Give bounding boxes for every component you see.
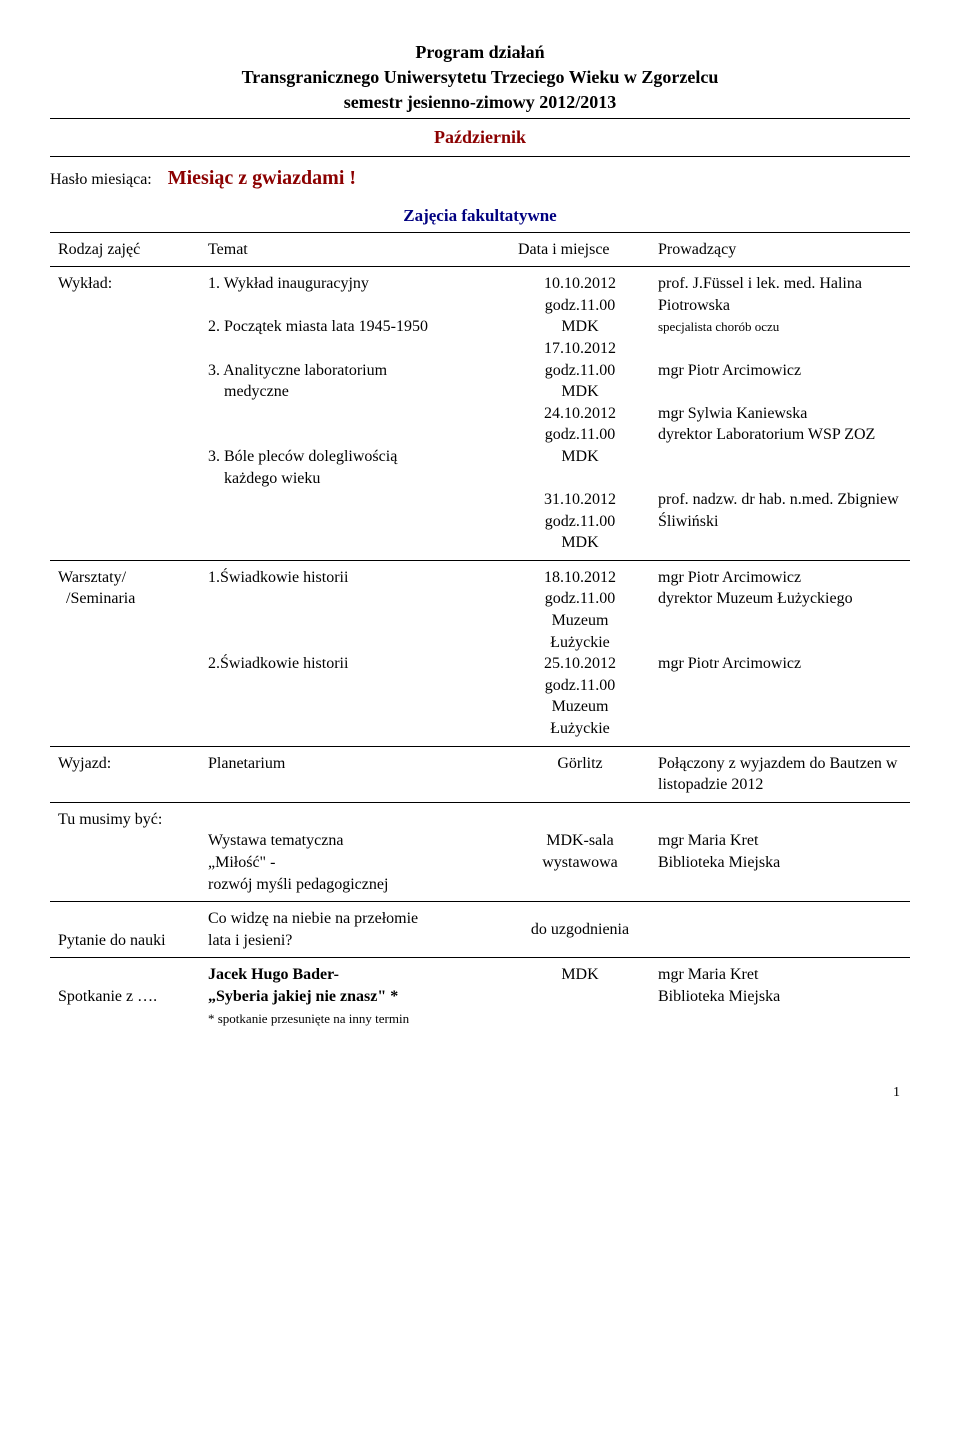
warsztaty-place-1b: Łużyckie: [550, 634, 610, 651]
warsztaty-label-1: Warsztaty/: [58, 569, 126, 586]
wyklad-date-2: 17.10.2012: [544, 340, 616, 357]
wyklad-time-3: godz.11.00: [545, 426, 616, 443]
wyklad-topic-3a: 3. Analityczne laboratorium: [208, 362, 387, 379]
wyklad-prow: prof. J.Füssel i lek. med. Halina Piotro…: [650, 267, 910, 561]
wyklad-row: Wykład: 1. Wykład inauguracyjny 2. Począ…: [50, 267, 910, 561]
spotkanie-prow: mgr Maria Kret Biblioteka Miejska: [650, 958, 910, 1035]
col-prowadzacy: Prowadzący: [650, 232, 910, 267]
warsztaty-time-2: godz.11.00: [545, 677, 616, 694]
header-line1: Program działań: [415, 42, 544, 62]
warsztaty-prow-2: mgr Piotr Arcimowicz: [658, 655, 801, 672]
warsztaty-label-2: /Seminaria: [58, 590, 135, 607]
wyklad-label: Wykład:: [50, 267, 200, 561]
header-line3: semestr jesienno-zimowy 2012/2013: [344, 92, 617, 112]
warsztaty-place-1a: Muzeum: [552, 612, 609, 629]
header-row: Rodzaj zajęć Temat Data i miejsce Prowad…: [50, 232, 910, 267]
col-data: Data i miejsce: [510, 232, 650, 267]
tumusimy-prow-1: mgr Maria Kret: [658, 832, 758, 849]
tumusimy-label: Tu musimy być:: [50, 802, 200, 901]
wyklad-prow-4: prof. nadzw. dr hab. n.med. Zbigniew Śli…: [658, 491, 899, 530]
spotkanie-topic-1: Jacek Hugo Bader-: [208, 966, 339, 983]
wyklad-topic-3b: medyczne: [208, 383, 289, 400]
tumusimy-row: Tu musimy być: Wystawa tematyczna „Miłoś…: [50, 802, 910, 901]
wyklad-prow-3a: mgr Sylwia Kaniewska: [658, 405, 807, 422]
spotkanie-topic-2: „Syberia jakiej nie znasz" *: [208, 988, 398, 1005]
pytanie-label: Pytanie do nauki: [50, 902, 200, 958]
warsztaty-time-1: godz.11.00: [545, 590, 616, 607]
spotkanie-label: Spotkanie z ….: [50, 958, 200, 1035]
haslo-row: Hasło miesiąca: Miesiąc z gwiazdami !: [50, 157, 910, 200]
wyklad-prow-1-small: specjalista chorób oczu: [658, 319, 779, 334]
warsztaty-date-2: 25.10.2012: [544, 655, 616, 672]
tumusimy-place-2: wystawowa: [542, 854, 618, 871]
tumusimy-topic-2: „Miłość" -: [208, 854, 275, 871]
tumusimy-place-1: MDK-sala: [546, 832, 614, 849]
tumusimy-topic: Wystawa tematyczna „Miłość" - rozwój myś…: [200, 802, 510, 901]
wyklad-time-2: godz.11.00: [545, 362, 616, 379]
col-temat: Temat: [200, 232, 510, 267]
spotkanie-prow-2: Biblioteka Miejska: [658, 988, 780, 1005]
warsztaty-prow-1b: dyrektor Muzeum Łużyckiego: [658, 590, 853, 607]
tumusimy-topic-3: rozwój myśli pedagogicznej: [208, 876, 388, 893]
wyklad-prow-3b: dyrektor Laboratorium WSP ZOZ: [658, 426, 875, 443]
wyjazd-row: Wyjazd: Planetarium Görlitz Połączony z …: [50, 746, 910, 802]
warsztaty-topics: 1.Świadkowie historii 2.Świadkowie histo…: [200, 560, 510, 746]
tumusimy-topic-1: Wystawa tematyczna: [208, 832, 343, 849]
pytanie-topic-1: Co widzę na niebie na przełomie: [208, 910, 418, 927]
wyklad-topic-4a: 3. Bóle pleców dolegliwością: [208, 448, 397, 465]
warsztaty-row: Warsztaty/ /Seminaria 1.Świadkowie histo…: [50, 560, 910, 746]
wyklad-time-1: godz.11.00: [545, 297, 616, 314]
haslo-value: Miesiąc z gwiazdami !: [168, 167, 356, 190]
col-rodzaj: Rodzaj zajęć: [50, 232, 200, 267]
wyklad-prow-1: prof. J.Füssel i lek. med. Halina Piotro…: [658, 275, 862, 314]
wyklad-date-1: 10.10.2012: [544, 275, 616, 292]
warsztaty-topic-2: 2.Świadkowie historii: [208, 655, 348, 672]
wyklad-prow-2: mgr Piotr Arcimowicz: [658, 362, 801, 379]
schedule-table: Rodzaj zajęć Temat Data i miejsce Prowad…: [50, 232, 910, 1036]
wyklad-time-4: godz.11.00: [545, 513, 616, 530]
wyjazd-place: Görlitz: [510, 746, 650, 802]
page-number: 1: [50, 1085, 910, 1101]
pytanie-row: Pytanie do nauki Co widzę na niebie na p…: [50, 902, 910, 958]
spotkanie-prow-1: mgr Maria Kret: [658, 966, 758, 983]
warsztaty-topic-1: 1.Świadkowie historii: [208, 569, 348, 586]
warsztaty-place-2b: Łużyckie: [550, 720, 610, 737]
spotkanie-row: Spotkanie z …. Jacek Hugo Bader- „Syberi…: [50, 958, 910, 1035]
wyklad-place-3: MDK: [561, 448, 598, 465]
header-month: Październik: [50, 119, 910, 157]
header-line2: Transgranicznego Uniwersytetu Trzeciego …: [242, 67, 719, 87]
wyklad-topic-2: 2. Początek miasta lata 1945-1950: [208, 318, 428, 335]
spotkanie-place: MDK: [510, 958, 650, 1035]
wyklad-topic-4b: każdego wieku: [208, 470, 320, 487]
warsztaty-date-1: 18.10.2012: [544, 569, 616, 586]
wyjazd-prow: Połączony z wyjazdem do Bautzen w listop…: [650, 746, 910, 802]
pytanie-topic-2: lata i jesieni?: [208, 932, 292, 949]
wyklad-date-3: 24.10.2012: [544, 405, 616, 422]
wyklad-place-1: MDK: [561, 318, 598, 335]
warsztaty-label-cell: Warsztaty/ /Seminaria: [50, 560, 200, 746]
wyklad-topic-1: 1. Wykład inauguracyjny: [208, 275, 369, 292]
wyklad-dates: 10.10.2012 godz.11.00 MDK 17.10.2012 god…: [510, 267, 650, 561]
zajecia-heading: Zajęcia fakultatywne: [50, 200, 910, 232]
wyjazd-topic: Planetarium: [200, 746, 510, 802]
tumusimy-prow: mgr Maria Kret Biblioteka Miejska: [650, 802, 910, 901]
warsztaty-prow: mgr Piotr Arcimowicz dyrektor Muzeum Łuż…: [650, 560, 910, 746]
haslo-label: Hasło miesiąca:: [50, 171, 152, 189]
doc-header: Program działań Transgranicznego Uniwers…: [50, 40, 910, 119]
tumusimy-prow-2: Biblioteka Miejska: [658, 854, 780, 871]
wyklad-place-2: MDK: [561, 383, 598, 400]
tumusimy-place: MDK-sala wystawowa: [510, 802, 650, 901]
warsztaty-dates: 18.10.2012 godz.11.00 Muzeum Łużyckie 25…: [510, 560, 650, 746]
pytanie-topic: Co widzę na niebie na przełomie lata i j…: [200, 902, 510, 958]
wyjazd-label: Wyjazd:: [50, 746, 200, 802]
wyklad-topics: 1. Wykład inauguracyjny 2. Początek mias…: [200, 267, 510, 561]
pytanie-place: do uzgodnienia: [510, 902, 650, 958]
spotkanie-topic: Jacek Hugo Bader- „Syberia jakiej nie zn…: [200, 958, 510, 1035]
warsztaty-prow-1a: mgr Piotr Arcimowicz: [658, 569, 801, 586]
wyklad-place-4: MDK: [561, 534, 598, 551]
wyklad-date-4: 31.10.2012: [544, 491, 616, 508]
spotkanie-note: * spotkanie przesunięte na inny termin: [208, 1011, 409, 1026]
pytanie-prow: [650, 902, 910, 958]
warsztaty-place-2a: Muzeum: [552, 698, 609, 715]
